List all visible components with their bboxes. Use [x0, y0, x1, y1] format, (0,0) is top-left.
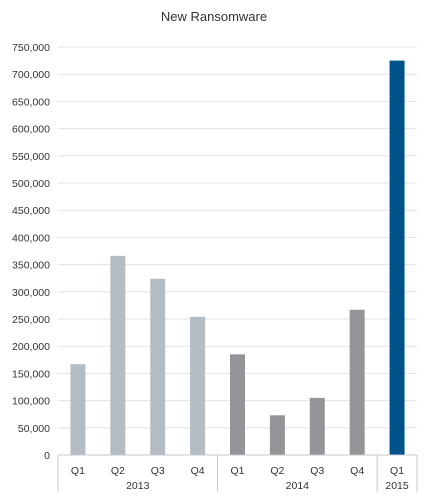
- bar: [190, 316, 206, 455]
- x-group-label: 2015: [385, 480, 409, 492]
- bar: [150, 278, 166, 455]
- x-tick-label: Q2: [111, 465, 125, 477]
- chart-title: New Ransomware: [161, 9, 267, 24]
- x-group-label: 2014: [286, 480, 310, 492]
- y-tick-label: 400,000: [12, 232, 50, 244]
- bar: [349, 309, 365, 455]
- x-axis: Q1 Q2 Q3 Q4 Q1 Q2 Q3 Q4 Q1 2013 2014 2015: [57, 454, 418, 492]
- bar: [269, 415, 285, 455]
- y-tick-label: 550,000: [12, 151, 50, 163]
- y-axis-tick-labels: 0 50,000 100,000 150,000 200,000 250,000 300,0…: [12, 42, 50, 462]
- y-tick-label: 50,000: [18, 423, 50, 435]
- bar: [389, 60, 405, 455]
- x-tick-label: Q1: [390, 465, 404, 477]
- x-tick-label: Q2: [270, 465, 284, 477]
- x-tick-label: Q3: [310, 465, 324, 477]
- x-tick-label: Q4: [191, 465, 205, 477]
- y-tick-label: 300,000: [12, 287, 50, 299]
- x-tick-label: Q3: [151, 465, 165, 477]
- y-tick-label: 700,000: [12, 69, 50, 81]
- y-tick-label: 200,000: [12, 341, 50, 353]
- y-tick-label: 600,000: [12, 124, 50, 136]
- bar: [110, 255, 126, 455]
- x-group-label: 2013: [126, 480, 150, 492]
- y-tick-label: 750,000: [12, 42, 50, 54]
- x-tick-label: Q1: [230, 465, 244, 477]
- x-tick-label: Q4: [350, 465, 364, 477]
- y-tick-label: 250,000: [12, 314, 50, 326]
- y-tick-label: 150,000: [12, 368, 50, 380]
- y-tick-label: 450,000: [12, 205, 50, 217]
- y-tick-label: 0: [44, 450, 50, 462]
- bars: [70, 60, 405, 455]
- y-tick-label: 100,000: [12, 396, 50, 408]
- y-tick-label: 650,000: [12, 96, 50, 108]
- y-tick-label: 500,000: [12, 178, 50, 190]
- bar: [230, 354, 245, 455]
- y-tick-label: 350,000: [12, 260, 50, 272]
- x-tick-label: Q1: [71, 465, 85, 477]
- bar: [309, 397, 325, 455]
- bar: [70, 364, 86, 455]
